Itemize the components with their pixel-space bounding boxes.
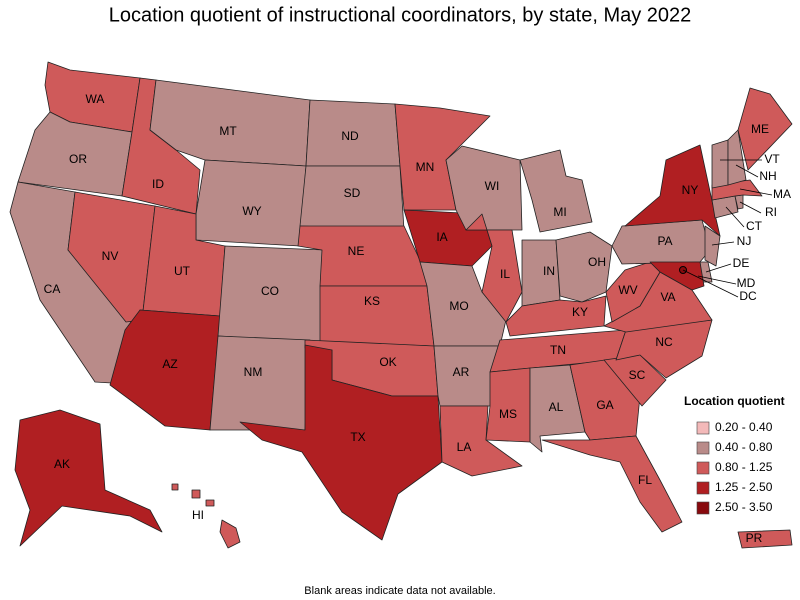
state-label: SD [344, 186, 361, 200]
legend: 0.20 - 0.40 0.40 - 0.80 0.80 - 1.25 1.25 - … [696, 420, 773, 515]
state-label: HI [192, 508, 204, 522]
state-label: IA [436, 230, 447, 244]
state [239, 344, 443, 541]
state-label: CT [746, 219, 763, 233]
leader-line [682, 269, 739, 298]
state-labels: WA OR CA NV ID MT WY UT AZ CO NM ND SD NE KS OK TX MN IA MO… [44, 92, 791, 545]
state-label: CA [44, 282, 61, 296]
leader-line [711, 241, 735, 246]
state-label: VA [660, 290, 675, 304]
state [624, 144, 721, 237]
state-label: CO [261, 284, 279, 298]
state-label: DE [733, 256, 750, 270]
state [727, 129, 747, 186]
legend-title: Location quotient [684, 394, 785, 408]
state-label: VT [764, 152, 780, 166]
footnote: Blank areas indicate data not available. [304, 585, 495, 597]
state-label: TN [550, 343, 566, 357]
map-title: Location quotient of instructional coord… [109, 4, 692, 26]
state-label: KS [364, 294, 380, 308]
state [465, 213, 523, 323]
state-label: NM [244, 365, 263, 379]
leader-line [739, 201, 762, 214]
state-label: NV [102, 249, 119, 263]
state-label: NH [759, 169, 776, 183]
state [505, 295, 607, 337]
state [14, 409, 163, 547]
state [445, 145, 523, 231]
legend-swatch [696, 461, 710, 475]
state [419, 261, 507, 347]
state-label: WA [86, 92, 105, 106]
state-label: MO [449, 299, 468, 313]
state-label: OR [69, 152, 87, 166]
state [541, 435, 683, 533]
state-label: IL [500, 267, 510, 281]
state-label: KY [572, 305, 588, 319]
state-label: WY [242, 204, 261, 218]
state-label: UT [174, 264, 191, 278]
state-label: TX [350, 430, 365, 444]
state-label: WI [485, 179, 500, 193]
states [9, 61, 793, 549]
legend-label: 0.80 - 1.25 [715, 460, 773, 474]
legend-swatch [696, 421, 710, 435]
leader-line [739, 188, 773, 196]
leader-line [705, 263, 732, 273]
state-label: NJ [737, 234, 752, 248]
state [737, 529, 793, 549]
state-label: RI [765, 205, 777, 219]
state-label: FL [638, 473, 652, 487]
state-label: PR [746, 531, 763, 545]
state-label: WV [618, 283, 637, 297]
legend-swatch [696, 501, 710, 515]
state [195, 159, 307, 247]
state-label: ID [152, 177, 164, 191]
state [439, 405, 523, 477]
state-label: NE [348, 244, 365, 258]
leader-line [697, 275, 737, 285]
state [485, 367, 531, 443]
state-label: AR [453, 365, 470, 379]
state-label: NY [682, 183, 699, 197]
state-label: PA [657, 234, 672, 248]
state-label: AK [54, 457, 70, 471]
state-label: MA [773, 187, 791, 201]
state [737, 87, 793, 171]
state-label: NC [655, 335, 673, 349]
state [209, 335, 311, 431]
state [171, 483, 241, 549]
legend-label: 0.40 - 0.80 [715, 440, 773, 454]
state-label: MI [553, 205, 566, 219]
state-label: OK [379, 355, 396, 369]
state-label: ND [341, 129, 359, 143]
state-label: MN [416, 160, 435, 174]
state-label: MT [219, 124, 237, 138]
legend-swatch [696, 481, 710, 495]
state-label: IN [543, 264, 555, 278]
legend-label: 2.50 - 3.50 [715, 500, 773, 514]
legend-label: 1.25 - 2.50 [715, 480, 773, 494]
state-label: MD [737, 276, 756, 290]
state-label: ME [751, 122, 769, 136]
state-label: LA [457, 440, 472, 454]
state-label: OH [588, 255, 606, 269]
state [519, 149, 593, 233]
state-label: AZ [162, 357, 177, 371]
leader-line [725, 206, 745, 228]
state-label: SC [629, 368, 646, 382]
state-label: GA [596, 398, 613, 412]
state [704, 225, 721, 267]
state-label: DC [739, 289, 757, 303]
legend-swatch [696, 441, 710, 455]
legend-label: 0.20 - 0.40 [715, 420, 773, 434]
state-label: MS [499, 407, 517, 421]
state-label: AL [549, 400, 564, 414]
state [649, 261, 705, 291]
state [711, 139, 729, 189]
leader-line [735, 164, 759, 178]
